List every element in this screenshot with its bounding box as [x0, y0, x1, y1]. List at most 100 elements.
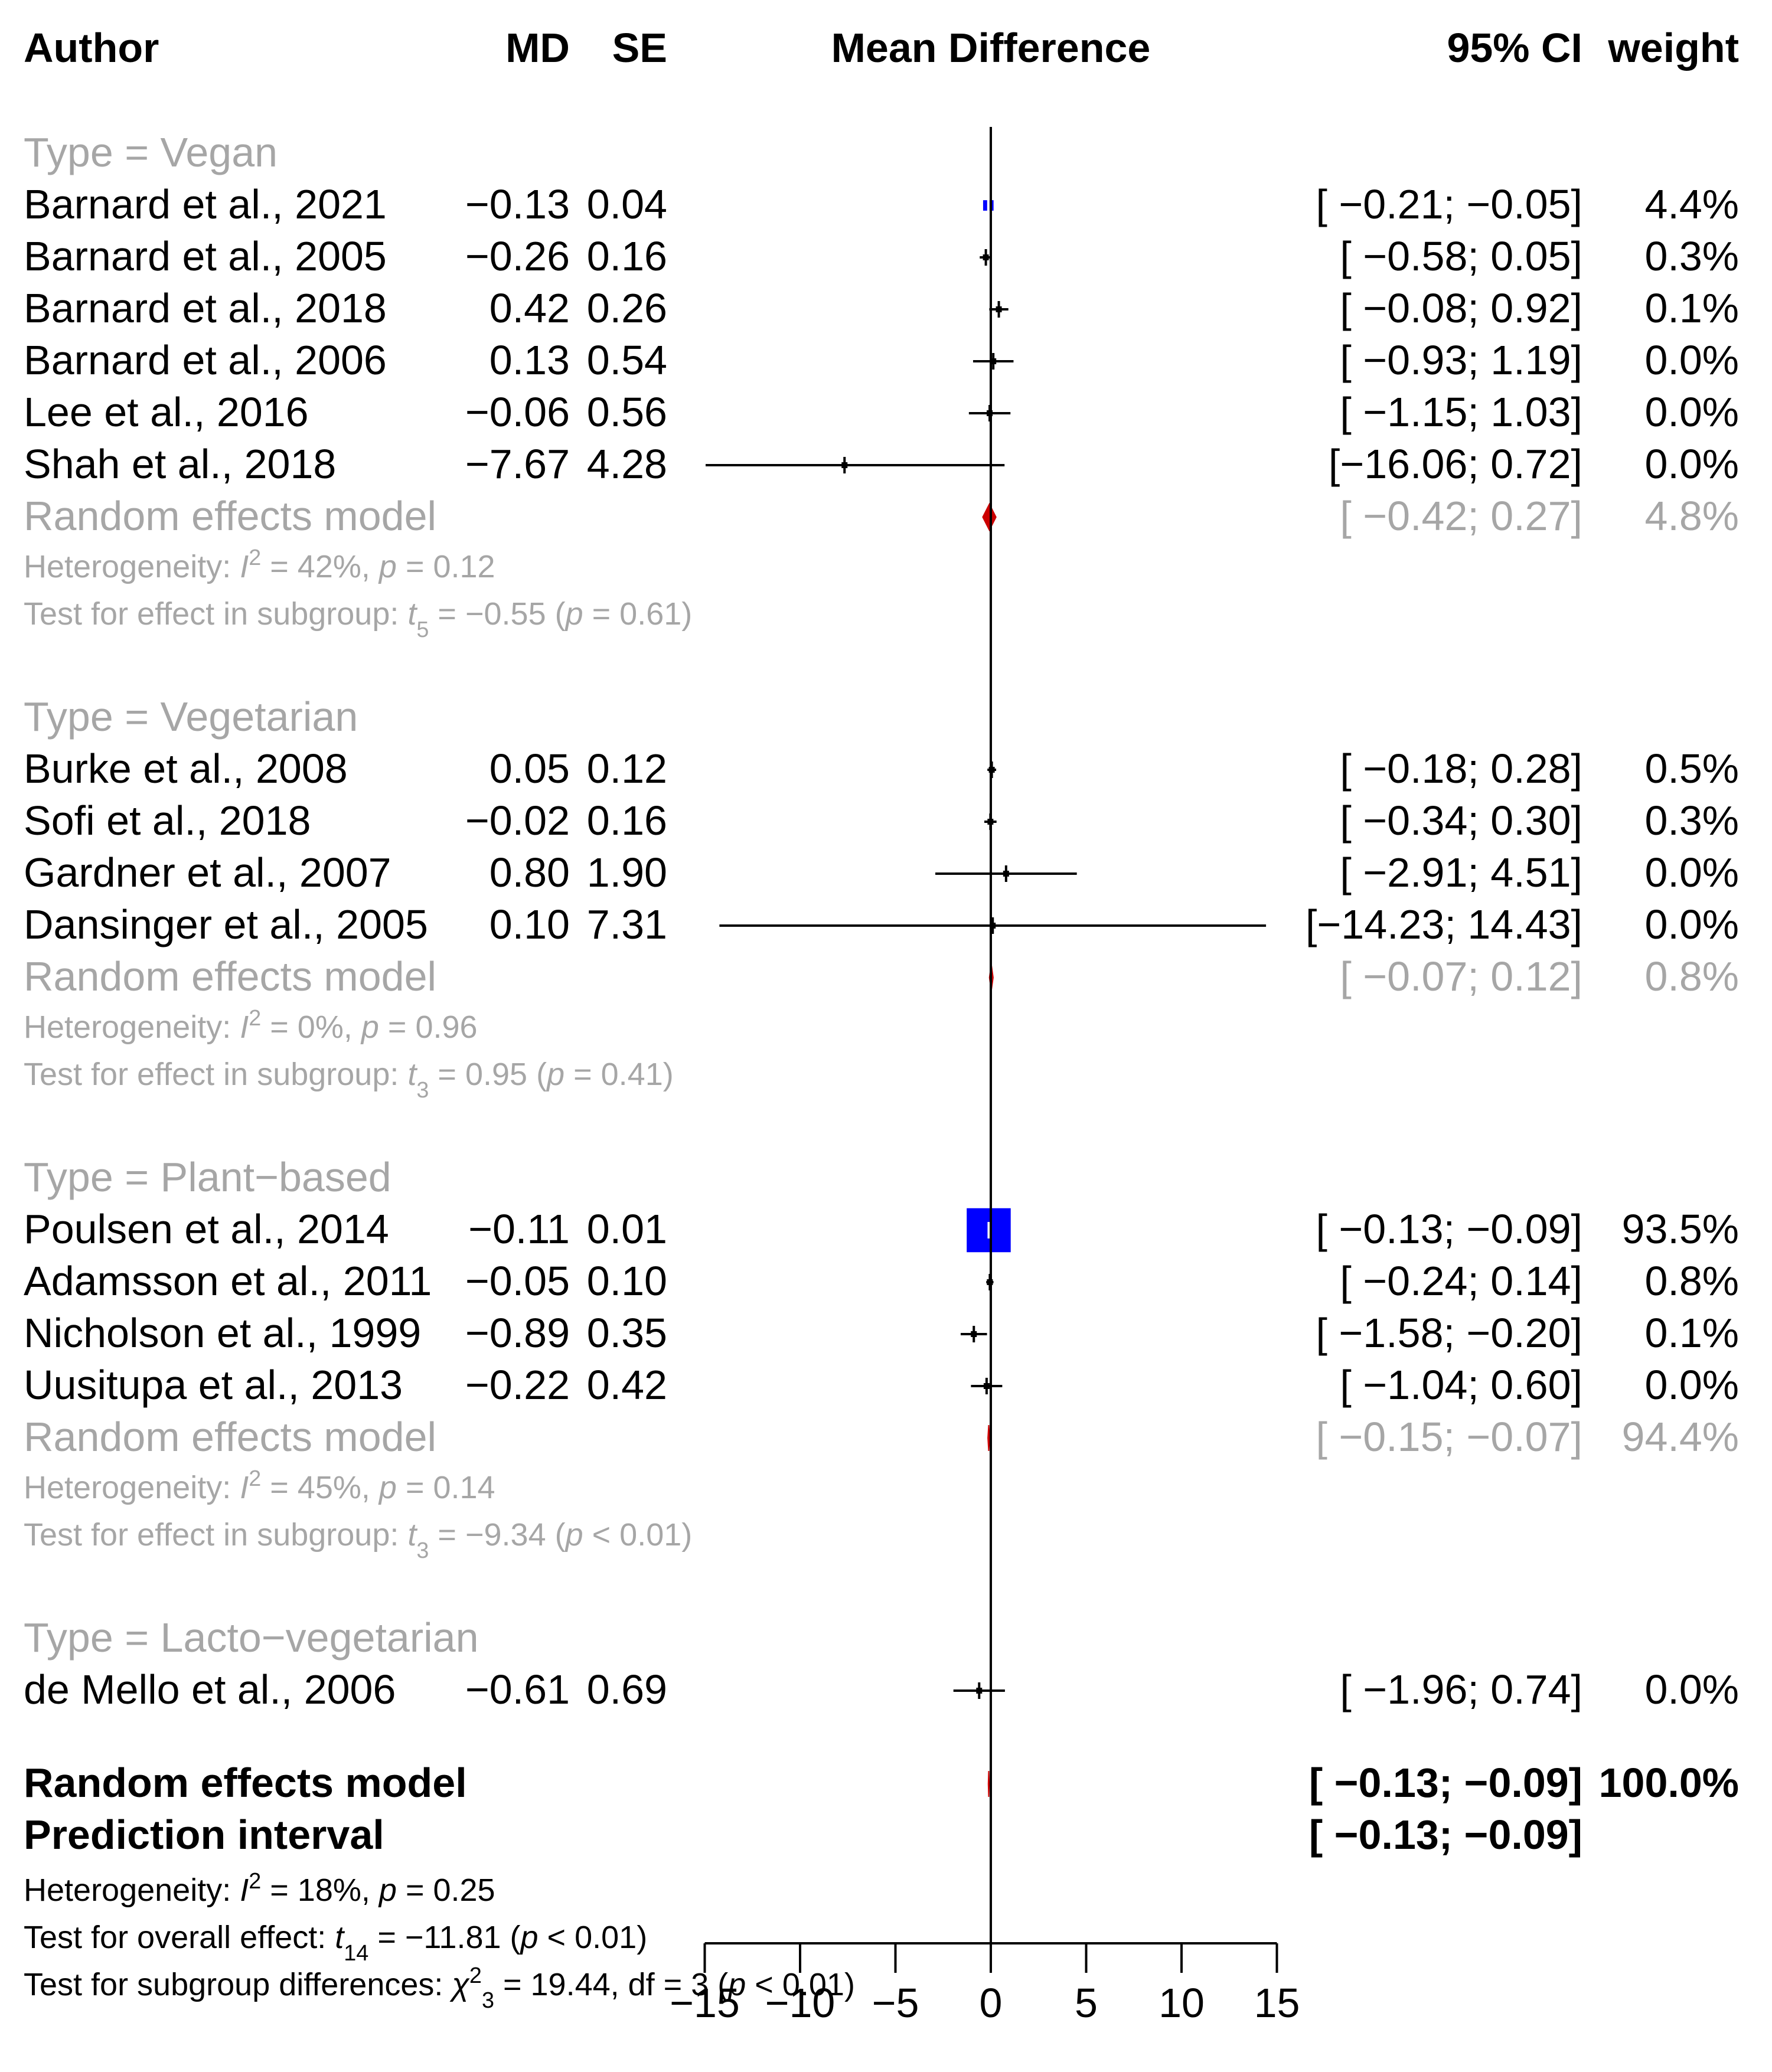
study-author: Barnard et al., 2018 [24, 285, 387, 331]
study-md: −0.06 [465, 389, 570, 435]
study-weight: 0.5% [1644, 746, 1739, 792]
group-model-ci: [ −0.15; −0.07] [1316, 1414, 1582, 1460]
group-model-diamond [987, 1424, 990, 1452]
study-se: 4.28 [587, 441, 667, 487]
header-se: SE [612, 25, 667, 71]
study-se: 0.04 [587, 181, 667, 227]
group-model-ci: [ −0.07; 0.12] [1340, 953, 1582, 999]
study-md: −0.22 [465, 1362, 570, 1408]
study-se: 0.69 [587, 1666, 667, 1712]
study-author: Barnard et al., 2021 [24, 181, 387, 227]
study-md: −0.02 [465, 798, 570, 844]
study-md: 0.80 [489, 849, 570, 896]
prediction-ci: [ −0.13; −0.09] [1309, 1812, 1582, 1858]
group-model-label: Random effects model [24, 1414, 436, 1460]
overall-model-label: Random effects model [24, 1760, 467, 1806]
study-author: Barnard et al., 2006 [24, 337, 387, 383]
group-heterogeneity: Heterogeneity: I2 = 0%, p = 0.96 [24, 1006, 478, 1045]
study-weight: 0.3% [1644, 233, 1739, 279]
study-author: Uusitupa et al., 2013 [24, 1362, 403, 1408]
overall-effect-test: Test for overall effect: t14 = −11.81 (p… [24, 1920, 647, 1966]
study-ci: [ −0.13; −0.09] [1316, 1206, 1582, 1252]
study-author: Nicholson et al., 1999 [24, 1310, 421, 1356]
study-ci: [ −0.18; 0.28] [1340, 746, 1582, 792]
study-ci: [ −0.08; 0.92] [1340, 285, 1582, 331]
header-author: Author [24, 25, 159, 71]
study-weight: 0.1% [1644, 1310, 1739, 1356]
study-md: 0.10 [489, 901, 570, 947]
study-weight: 0.0% [1644, 1666, 1739, 1712]
group-test-effect: Test for effect in subgroup: t5 = −0.55 … [24, 596, 692, 642]
study-ci: [ −1.15; 1.03] [1340, 389, 1582, 435]
study-se: 0.54 [587, 337, 667, 383]
study-author: Adamsson et al., 2011 [24, 1258, 432, 1304]
study-md: −0.26 [465, 233, 570, 279]
group-label: Type = Vegan [24, 129, 278, 175]
study-md: −0.89 [465, 1310, 570, 1356]
study-se: 0.26 [587, 285, 667, 331]
study-md: −0.05 [465, 1258, 570, 1304]
header-ci: 95% CI [1447, 25, 1582, 71]
study-weight: 0.0% [1644, 901, 1739, 947]
study-se: 0.10 [587, 1258, 667, 1304]
study-weight: 0.1% [1644, 285, 1739, 331]
study-author: Dansinger et al., 2005 [24, 901, 428, 947]
group-heterogeneity: Heterogeneity: I2 = 45%, p = 0.14 [24, 1466, 495, 1505]
group-model-weight: 94.4% [1622, 1414, 1739, 1460]
study-author: Barnard et al., 2005 [24, 233, 387, 279]
overall-model-diamond [987, 1770, 990, 1798]
study-weight: 0.0% [1644, 1362, 1739, 1408]
header-mean-difference: Mean Difference [831, 25, 1151, 71]
study-md: 0.42 [489, 285, 570, 331]
study-ci: [ −0.21; −0.05] [1316, 181, 1582, 227]
study-se: 0.16 [587, 233, 667, 279]
study-weight: 0.0% [1644, 337, 1739, 383]
group-label: Type = Lacto−vegetarian [24, 1615, 479, 1661]
study-ci: [ −2.91; 4.51] [1340, 849, 1582, 896]
study-se: 0.42 [587, 1362, 667, 1408]
study-se: 0.12 [587, 746, 667, 792]
x-axis-tick-label: 5 [1075, 1980, 1098, 2026]
overall-heterogeneity: Heterogeneity: I2 = 18%, p = 0.25 [24, 1869, 495, 1908]
study-weight: 93.5% [1622, 1206, 1739, 1252]
group-model-weight: 4.8% [1644, 493, 1739, 539]
study-weight: 4.4% [1644, 181, 1739, 227]
overall-model-weight: 100.0% [1599, 1760, 1739, 1806]
group-model-label: Random effects model [24, 493, 436, 539]
study-ci: [ −1.58; −0.20] [1316, 1310, 1582, 1356]
study-md: 0.13 [489, 337, 570, 383]
study-weight: 0.0% [1644, 849, 1739, 896]
study-md: −0.11 [468, 1206, 570, 1252]
study-author: Shah et al., 2018 [24, 441, 336, 487]
study-se: 0.35 [587, 1310, 667, 1356]
study-weight: 0.8% [1644, 1258, 1739, 1304]
study-ci: [ −0.58; 0.05] [1340, 233, 1582, 279]
group-label: Type = Vegetarian [24, 694, 358, 740]
study-author: Gardner et al., 2007 [24, 849, 391, 896]
study-author: Sofi et al., 2018 [24, 798, 311, 844]
study-author: Poulsen et al., 2014 [24, 1206, 389, 1252]
subgroup-differences-test: Test for subgroup differences: χ23 = 19.… [24, 1963, 855, 2013]
study-se: 7.31 [587, 901, 667, 947]
prediction-label: Prediction interval [24, 1812, 384, 1858]
study-se: 0.56 [587, 389, 667, 435]
study-author: Burke et al., 2008 [24, 746, 348, 792]
study-md: −0.13 [465, 181, 570, 227]
study-ci: [ −1.04; 0.60] [1340, 1362, 1582, 1408]
header-weight: weight [1607, 25, 1739, 71]
group-model-weight: 0.8% [1644, 953, 1739, 999]
group-model-diamond [982, 502, 997, 532]
group-model-ci: [ −0.42; 0.27] [1340, 493, 1582, 539]
group-test-effect: Test for effect in subgroup: t3 = 0.95 (… [24, 1057, 674, 1103]
group-label: Type = Plant−based [24, 1154, 391, 1200]
study-author: de Mello et al., 2006 [24, 1666, 396, 1712]
x-axis-tick-label: −10 [765, 1980, 836, 2026]
study-md: −7.67 [465, 441, 570, 487]
study-se: 0.01 [587, 1206, 667, 1252]
overall-model-ci: [ −0.13; −0.09] [1309, 1760, 1582, 1806]
study-author: Lee et al., 2016 [24, 389, 309, 435]
x-axis-tick-label: −15 [670, 1980, 740, 2026]
study-ci: [ −0.93; 1.19] [1340, 337, 1582, 383]
